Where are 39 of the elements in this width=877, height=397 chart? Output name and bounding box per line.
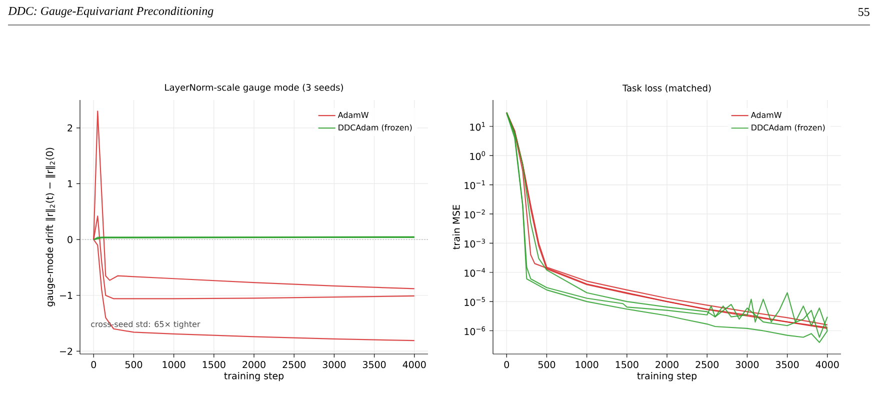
text: DDC: Gauge-Equivariant Preconditioning	[8, 6, 214, 18]
y-tick-label: 10$^{0}$	[470, 151, 486, 160]
x-axis-title: training step	[637, 372, 697, 382]
x-axis-title: training step	[224, 372, 284, 382]
y-tick-label: 10$^{−1}$	[464, 180, 485, 190]
y-tick-label: 0	[68, 236, 72, 244]
y-tick-label: 1	[68, 180, 72, 188]
y-tick-label: 10$^{−2}$	[464, 210, 485, 218]
x-tick-label: 2000	[656, 361, 678, 368]
y-tick-label: 10$^{1}$	[470, 122, 485, 131]
x-tick-label: 2500	[696, 361, 719, 368]
x-tick-label: 3000	[736, 361, 759, 368]
x-tick-label: 1000	[162, 361, 186, 368]
x-tick-label: 3000	[322, 361, 346, 368]
chart-title: Task loss (matched)	[622, 84, 711, 93]
chart-title: LayerNorm-scale gauge mode (3 seeds)	[165, 84, 343, 92]
x-tick-label: 1500	[616, 361, 638, 368]
x-tick-label: 1500	[202, 361, 226, 368]
y-tick-label: −2	[60, 348, 72, 355]
y-axis-title: train MSE	[452, 205, 460, 250]
text: 55	[858, 8, 870, 16]
y-tick-label: 10$^{−3}$	[464, 238, 485, 248]
x-tick-label: 1000	[576, 361, 598, 368]
x-tick-label: 500	[125, 361, 142, 368]
x-tick-label: 4000	[816, 361, 839, 368]
x-tick-label: 500	[538, 361, 556, 368]
x-tick-label: 2500	[282, 361, 306, 368]
x-tick-label: 2000	[242, 361, 266, 368]
y-tick-label: −1	[60, 292, 72, 299]
y-axis-title: gauge-mode drift ‖r‖$_{2}$(t) − ‖r‖$_{2}$(0)	[46, 148, 56, 306]
y-tick-label: 10$^{−4}$	[464, 268, 486, 277]
x-tick-label: 0	[91, 361, 96, 368]
y-tick-label: 2	[68, 124, 72, 132]
x-tick-label: 0	[504, 361, 510, 368]
x-tick-label: 3500	[362, 361, 386, 368]
x-tick-label: 4000	[402, 361, 426, 368]
y-tick-label: 10$^{−5}$	[464, 297, 485, 306]
x-tick-label: 3500	[776, 361, 799, 368]
y-tick-label: 10$^{−6}$	[464, 326, 486, 336]
